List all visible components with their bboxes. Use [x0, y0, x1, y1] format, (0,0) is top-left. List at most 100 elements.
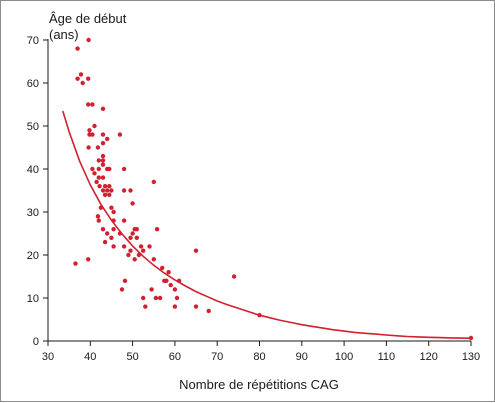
data-point — [166, 270, 171, 275]
data-point — [176, 278, 182, 283]
data-point — [111, 209, 116, 215]
data-point — [87, 128, 92, 133]
x-tick-label: 130 — [462, 351, 480, 363]
data-point — [151, 179, 156, 185]
data-point — [119, 287, 125, 292]
data-point — [86, 37, 91, 43]
data-point — [193, 248, 199, 253]
data-point — [111, 244, 116, 249]
data-point — [151, 257, 156, 262]
data-point — [86, 76, 91, 81]
data-point — [80, 80, 85, 86]
data-point — [90, 166, 95, 172]
data-point — [109, 188, 114, 193]
data-point — [141, 295, 146, 301]
data-point — [149, 287, 154, 292]
data-point — [100, 162, 106, 167]
data-point — [107, 166, 112, 172]
x-axis-title: Nombre de répétitions CAG — [179, 377, 339, 392]
x-tick-label: 100 — [335, 351, 353, 363]
data-point — [96, 158, 102, 163]
data-point — [138, 244, 144, 249]
data-point — [73, 261, 78, 266]
y-tick-label: 0 — [33, 336, 39, 348]
data-points — [73, 37, 474, 341]
data-point — [78, 72, 84, 77]
data-point — [128, 235, 133, 240]
data-point — [130, 231, 135, 236]
y-tick-label: 70 — [27, 35, 39, 47]
data-point — [136, 252, 142, 258]
data-point — [160, 265, 165, 271]
y-tick-label: 20 — [27, 250, 39, 262]
data-point — [109, 205, 114, 210]
data-point — [162, 278, 167, 283]
data-point — [153, 295, 159, 301]
data-point — [102, 192, 108, 197]
data-point — [172, 287, 178, 292]
data-point — [231, 274, 237, 279]
data-point — [107, 192, 112, 197]
data-point — [111, 218, 116, 223]
data-point — [95, 145, 101, 150]
data-point — [90, 102, 95, 107]
data-point — [96, 175, 102, 180]
y-axis-title-line2: (ans) — [49, 27, 79, 42]
y-tick-label: 10 — [27, 293, 39, 305]
y-tick-label: 60 — [27, 78, 39, 90]
data-point — [75, 76, 80, 81]
data-point — [100, 141, 106, 146]
data-point — [90, 132, 95, 137]
data-point — [100, 132, 106, 137]
data-point — [132, 257, 137, 262]
data-point — [121, 244, 127, 249]
data-point — [92, 123, 97, 129]
data-point — [102, 184, 108, 189]
x-tick-label: 50 — [126, 351, 138, 363]
data-point — [109, 235, 114, 240]
y-tick-label: 50 — [27, 121, 39, 133]
x-tick-label: 80 — [253, 351, 265, 363]
ticks — [43, 39, 472, 346]
data-point — [128, 248, 133, 253]
x-tick-label: 60 — [169, 351, 181, 363]
y-tick-label: 30 — [27, 207, 39, 219]
data-point — [102, 239, 108, 245]
data-point — [143, 304, 148, 309]
data-point — [134, 227, 139, 232]
data-point — [86, 102, 91, 107]
data-point — [100, 175, 106, 180]
tick-labels: 30 40 50 60 70 80 90 100 110 120 130 0 10 20 30 40 50 60 7… — [27, 35, 480, 363]
data-point — [121, 218, 127, 223]
data-point — [157, 295, 163, 301]
data-point — [141, 248, 146, 253]
x-tick-label: 120 — [420, 351, 438, 363]
data-point — [92, 171, 97, 176]
data-point — [130, 201, 135, 206]
data-point — [100, 188, 106, 193]
data-point — [95, 214, 101, 219]
data-point — [468, 335, 474, 341]
data-point — [128, 188, 133, 193]
x-tick-label: 110 — [378, 351, 396, 363]
data-point — [111, 227, 116, 232]
x-tick-label: 90 — [296, 351, 308, 363]
data-point — [154, 227, 160, 232]
data-point — [86, 145, 91, 150]
data-point — [100, 153, 106, 159]
y-tick-label: 40 — [27, 164, 39, 176]
y-axis-title-line1: Âge de début — [49, 11, 127, 26]
data-point — [117, 231, 123, 236]
data-point — [168, 282, 173, 288]
data-point — [100, 227, 106, 232]
fit-curve — [62, 110, 472, 339]
data-point — [147, 244, 152, 249]
data-point — [126, 252, 131, 258]
data-point — [100, 158, 106, 163]
data-point — [107, 184, 112, 189]
data-point — [257, 313, 262, 318]
data-point — [134, 235, 139, 240]
data-point — [105, 188, 110, 193]
data-point — [96, 166, 102, 172]
